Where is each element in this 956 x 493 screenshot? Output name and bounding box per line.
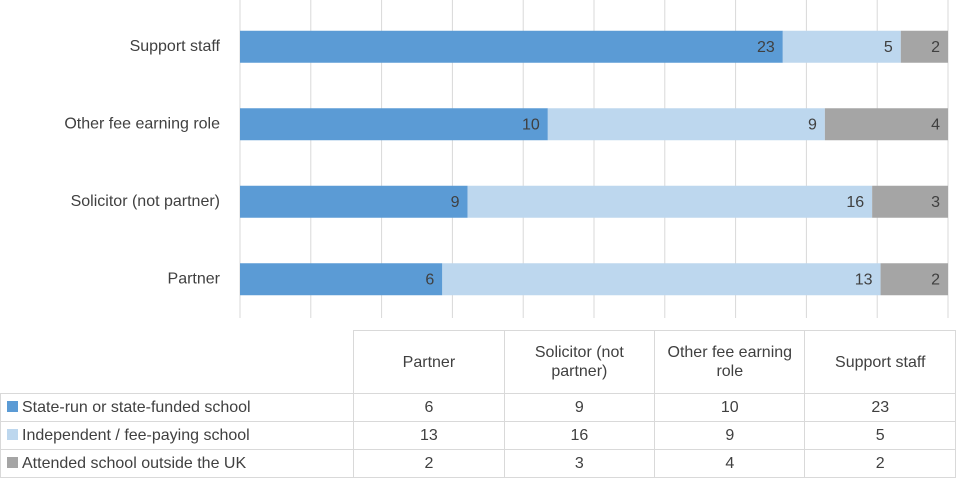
- table-value: 4: [654, 449, 806, 478]
- legend-cell: Attended school outside the UK: [0, 449, 355, 478]
- table-row: State-run or state-funded school 6 9 10 23: [0, 393, 956, 422]
- column-header: Partner: [353, 330, 505, 394]
- table-value: 23: [804, 393, 956, 422]
- data-label: 9: [808, 116, 817, 133]
- blank-cell: [1, 331, 354, 394]
- data-table: Partner Solicitor (not partner) Other fee …: [0, 330, 956, 478]
- table-header-row: Partner Solicitor (not partner) Other fee …: [1, 330, 956, 394]
- table-value: 5: [804, 421, 956, 450]
- data-label: 6: [425, 271, 434, 288]
- table-value: 9: [503, 393, 656, 422]
- bar-segment: [547, 108, 825, 141]
- data-label: 16: [846, 194, 864, 211]
- bar-segment: [240, 108, 548, 141]
- bar-segment: [880, 263, 948, 296]
- table-value: 9: [654, 421, 806, 450]
- table-value: 13: [353, 421, 505, 450]
- bar-segment: [782, 30, 901, 63]
- legend-swatch: [7, 457, 18, 468]
- table-row: Attended school outside the UK 2 3 4 2: [0, 449, 956, 478]
- bar-segment: [240, 185, 468, 218]
- table-value: 16: [503, 421, 656, 450]
- data-label: 13: [855, 271, 873, 288]
- data-label: 23: [757, 39, 775, 56]
- data-label: 4: [931, 116, 940, 133]
- y-tick-label: Support staff: [130, 38, 221, 55]
- table-value: 10: [654, 393, 806, 422]
- data-label: 2: [931, 39, 940, 56]
- bar-segment: [900, 30, 948, 63]
- bar-segment: [467, 185, 873, 218]
- table-value: 6: [353, 393, 505, 422]
- table-value: 2: [804, 449, 956, 478]
- legend-swatch: [7, 429, 18, 440]
- legend-cell: Independent / fee-paying school: [0, 421, 355, 450]
- column-header: Other fee earning role: [654, 330, 806, 394]
- legend-cell: State-run or state-funded school: [0, 393, 355, 422]
- bar-segment: [824, 108, 948, 141]
- legend-label: Independent / fee-paying school: [22, 427, 250, 444]
- legend-label: State-run or state-funded school: [22, 399, 251, 416]
- bar-segment: [442, 263, 881, 296]
- bar-segment: [240, 30, 783, 63]
- table-value: 2: [353, 449, 505, 478]
- table-value: 3: [503, 449, 656, 478]
- data-label: 2: [931, 271, 940, 288]
- table-row: Independent / fee-paying school 13 16 9 5: [0, 421, 956, 450]
- column-header: Support staff: [804, 330, 956, 394]
- column-header: Solicitor (not partner): [503, 330, 656, 394]
- legend-label: Attended school outside the UK: [22, 455, 247, 472]
- data-label: 3: [931, 194, 940, 211]
- y-tick-label: Solicitor (not partner): [71, 193, 220, 210]
- y-tick-label: Partner: [168, 270, 221, 287]
- y-tick-label: Other fee earning role: [64, 115, 220, 132]
- chart: Partner 6 13 2 Solicitor (not partner) 9 16 3 Ot…: [64, 0, 949, 318]
- data-label: 10: [522, 116, 540, 133]
- bar-segment: [240, 263, 443, 296]
- data-label: 5: [884, 39, 893, 56]
- data-label: 9: [451, 194, 460, 211]
- bar-segment: [872, 185, 948, 218]
- legend-swatch: [7, 401, 18, 412]
